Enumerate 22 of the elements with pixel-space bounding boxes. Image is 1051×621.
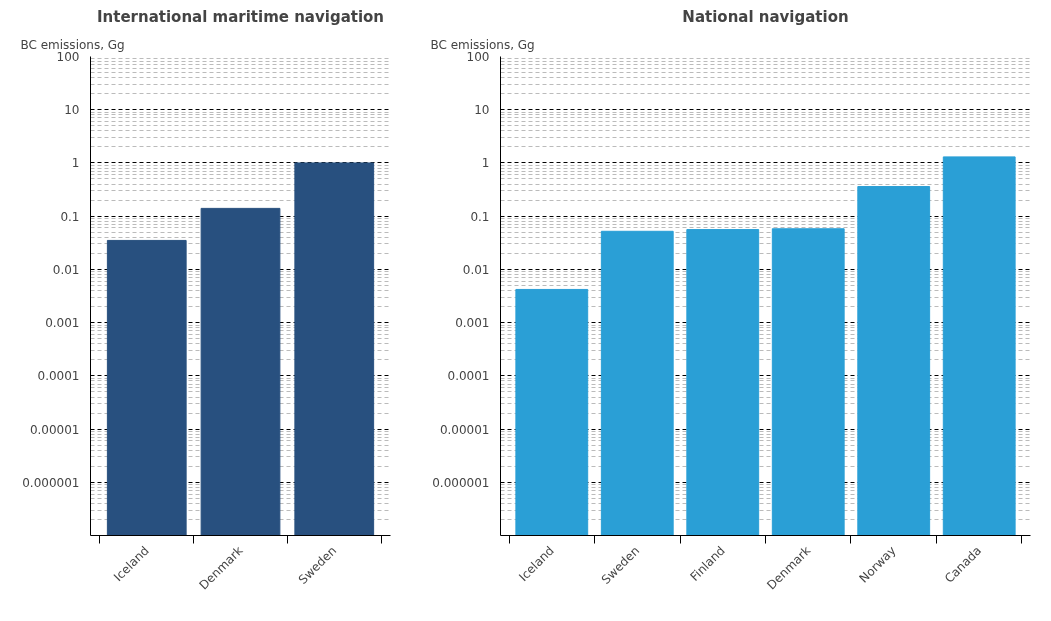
y-tick-label: 0.001 xyxy=(45,316,80,331)
y-tick-label: 100 xyxy=(466,50,490,64)
chart-title: International maritime navigation xyxy=(96,7,385,26)
y-tick-label: 0.1 xyxy=(470,209,490,224)
y-tick-label: 0.000001 xyxy=(432,475,490,490)
y-tick-label: 0.01 xyxy=(462,262,490,277)
y-tick-label: 0.00001 xyxy=(29,422,80,437)
y-tick-label: 0.01 xyxy=(52,262,80,277)
y-tick-label: 0.001 xyxy=(455,316,490,331)
y-tick-label: 10 xyxy=(474,103,490,118)
y-tick-label: 0.0001 xyxy=(37,369,80,384)
y-tick-label: 1 xyxy=(71,156,80,171)
y-axis-title: BC emissions, Gg xyxy=(430,37,535,52)
y-axis-title: BC emissions, Gg xyxy=(20,37,125,52)
chart-title: National navigation xyxy=(682,7,849,26)
y-tick-label: 100 xyxy=(56,50,80,64)
y-tick-label: 0.000001 xyxy=(22,475,80,490)
y-tick-label: 1 xyxy=(481,156,490,171)
y-tick-label: 0.00001 xyxy=(439,422,490,437)
y-tick-label: 0.1 xyxy=(60,209,80,224)
y-tick-label: 10 xyxy=(64,103,80,118)
y-tick-label: 0.0001 xyxy=(447,369,490,384)
